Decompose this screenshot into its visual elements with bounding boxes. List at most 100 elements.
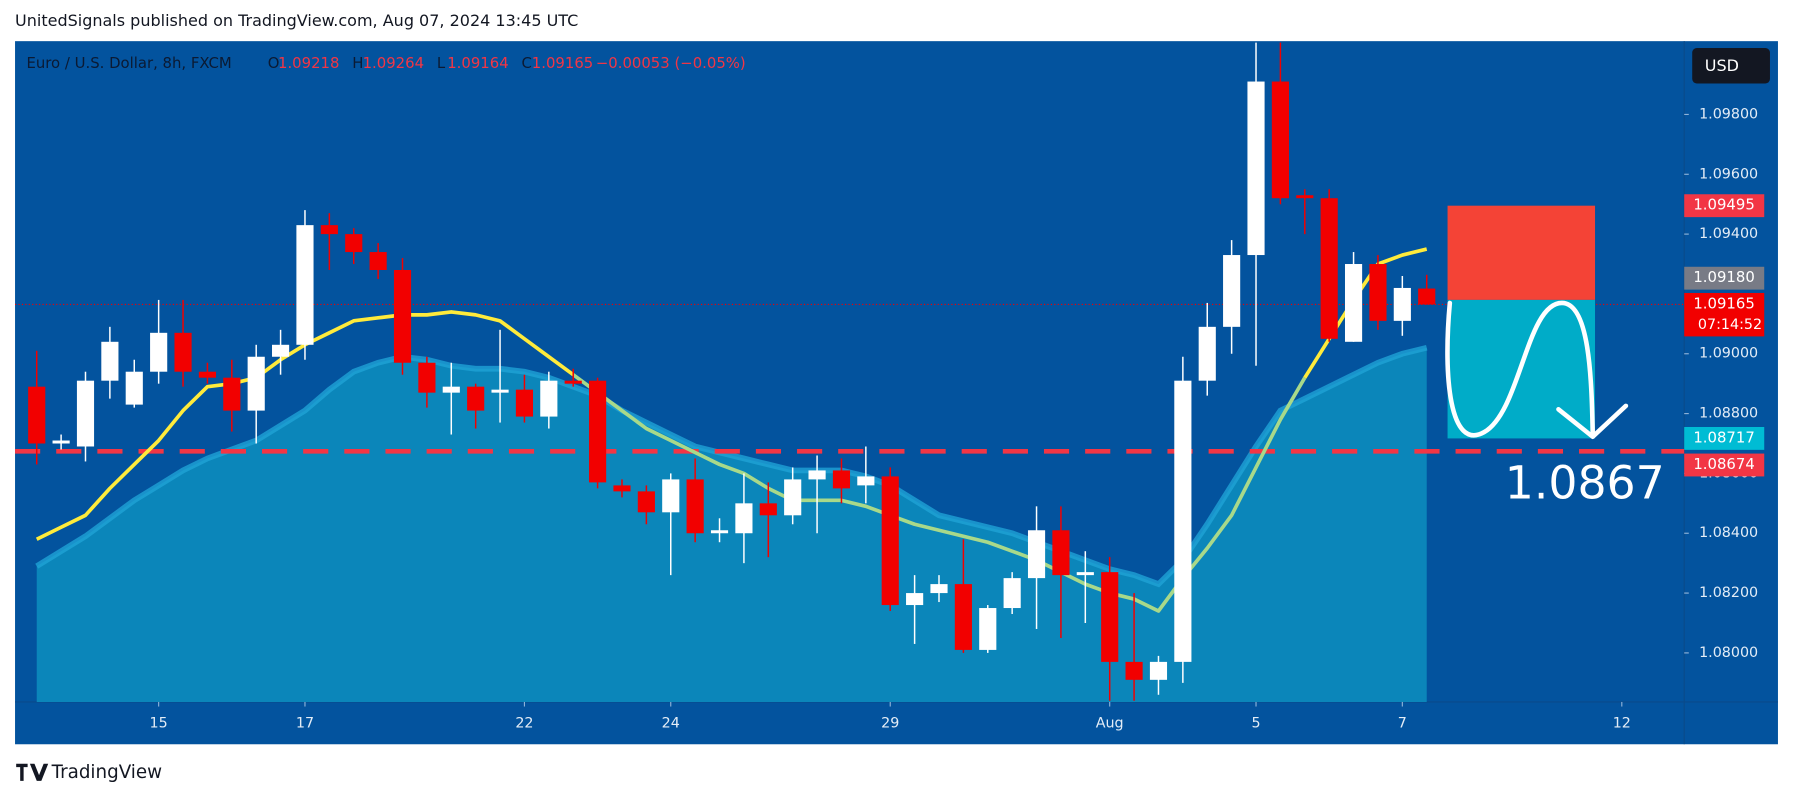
- price-label: 1.08674: [1693, 455, 1754, 473]
- x-tick-label: 5: [1251, 716, 1260, 732]
- y-tick-label: 1.09600: [1699, 166, 1758, 182]
- price-label-bg: [1684, 266, 1765, 290]
- x-tick-label: 12: [1613, 716, 1631, 732]
- price-label-bg: [1684, 292, 1765, 337]
- logo: [16, 763, 49, 781]
- axes: 1.080001.082001.084001.086001.088001.090…: [150, 106, 1765, 732]
- candle-body: [710, 530, 729, 534]
- candle-body: [930, 584, 948, 594]
- ohlc-key: O: [268, 54, 280, 72]
- candle-body: [467, 386, 485, 411]
- candle-body: [808, 470, 826, 480]
- candle-body: [369, 252, 387, 271]
- candle-body: [759, 503, 777, 516]
- x-tick-label: 15: [150, 716, 168, 732]
- candle-body: [1223, 255, 1241, 327]
- candle-body: [832, 470, 851, 489]
- candle-body: [442, 386, 460, 393]
- price-label: 1.09165: [1693, 294, 1754, 312]
- ohlc-key: H: [352, 54, 363, 72]
- candle-body: [1393, 287, 1411, 321]
- candle-body: [1344, 264, 1363, 342]
- candle-body: [1003, 578, 1021, 609]
- candle-body: [564, 380, 582, 384]
- candle-body: [125, 371, 143, 405]
- candle-body: [954, 584, 972, 650]
- candle-body: [272, 344, 290, 357]
- price-label: 1.08717: [1693, 428, 1754, 446]
- y-tick-label: 1.09400: [1699, 226, 1758, 242]
- candle-body: [686, 479, 704, 534]
- y-tick-label: 1.08200: [1699, 585, 1758, 601]
- price-label-bg: [1684, 194, 1765, 218]
- stop-zone: [1447, 205, 1596, 300]
- symbol: Euro / U.S. Dollar, 8h, FXCM: [26, 54, 231, 72]
- price-label-bg: [1684, 453, 1765, 477]
- candle-body: [320, 225, 338, 235]
- brand: TradingView: [51, 762, 163, 783]
- price-label-bg: [1684, 426, 1765, 450]
- candle-body: [1198, 326, 1216, 381]
- change: −0.00053 (−0.05%): [596, 54, 746, 72]
- candle-body: [76, 380, 95, 447]
- button-bg[interactable]: [1692, 48, 1770, 84]
- candle-body: [174, 332, 192, 372]
- candle-body: [637, 491, 655, 513]
- candle-body: [491, 389, 509, 393]
- candle-body: [1369, 264, 1387, 321]
- annotation: 1.0867: [1505, 456, 1665, 509]
- candle-body: [1076, 572, 1094, 576]
- y-tick-label: 1.09800: [1699, 106, 1758, 122]
- x-tick-label: 24: [662, 716, 680, 732]
- candle-body: [28, 386, 46, 444]
- candle-body: [1271, 81, 1289, 199]
- band-area: [36, 347, 1427, 702]
- currency-button[interactable]: USD: [1692, 48, 1770, 84]
- candle-body: [735, 503, 753, 534]
- countdown: 07:14:52: [1698, 317, 1762, 333]
- candle-body: [52, 440, 70, 444]
- ohlc-key: L: [437, 54, 446, 72]
- price-label: 1.09495: [1693, 196, 1754, 214]
- candle-body: [906, 593, 924, 606]
- candle-body: [1418, 288, 1436, 305]
- ohlc-legend: O1.09218 H 1.09264 L 1.09164 C 1.09165: [268, 54, 594, 72]
- arrow-head: [1556, 403, 1629, 440]
- candle-body: [247, 356, 265, 411]
- candle-body: [393, 270, 412, 363]
- candle-body: [613, 485, 631, 492]
- candle-body: [1149, 661, 1168, 680]
- publish-header: UnitedSignals published on TradingView.c…: [15, 11, 578, 30]
- candle-body: [1125, 661, 1143, 680]
- candle-body: [296, 225, 314, 345]
- x-tick-label: 22: [515, 716, 533, 732]
- y-tick-label: 1.08800: [1699, 406, 1758, 422]
- legend-bar: Euro / U.S. Dollar, 8h, FXCM O1.09218 H 1.…: [26, 54, 745, 72]
- candle-body: [1174, 380, 1192, 662]
- ohlc-value: 1.09164: [447, 54, 508, 72]
- candle-body: [1101, 572, 1119, 662]
- candle-body: [979, 608, 997, 650]
- candle-body: [1027, 530, 1046, 579]
- candle-body: [540, 380, 558, 417]
- candle-body: [784, 479, 802, 516]
- candle-body: [101, 341, 119, 381]
- y-tick-label: 1.09000: [1699, 346, 1758, 362]
- x-tick-label: 29: [881, 716, 899, 732]
- candle-body: [515, 389, 534, 417]
- candle-body: [418, 362, 436, 393]
- button-label[interactable]: USD: [1705, 56, 1739, 75]
- candle-body: [1052, 530, 1070, 576]
- indicator-line: [1303, 247, 1428, 379]
- candle-body: [1296, 195, 1314, 199]
- candle-body: [857, 476, 875, 486]
- candle-body: [589, 380, 607, 483]
- x-tick-label: Aug: [1096, 716, 1124, 732]
- y-tick-label: 1.08000: [1699, 645, 1758, 661]
- x-tick-label: 17: [296, 716, 314, 732]
- candle-body: [150, 332, 168, 372]
- ohlc-value: 1.09165: [532, 54, 593, 72]
- candle-body: [881, 476, 899, 606]
- plot-area: 1.0867: [15, 42, 1685, 702]
